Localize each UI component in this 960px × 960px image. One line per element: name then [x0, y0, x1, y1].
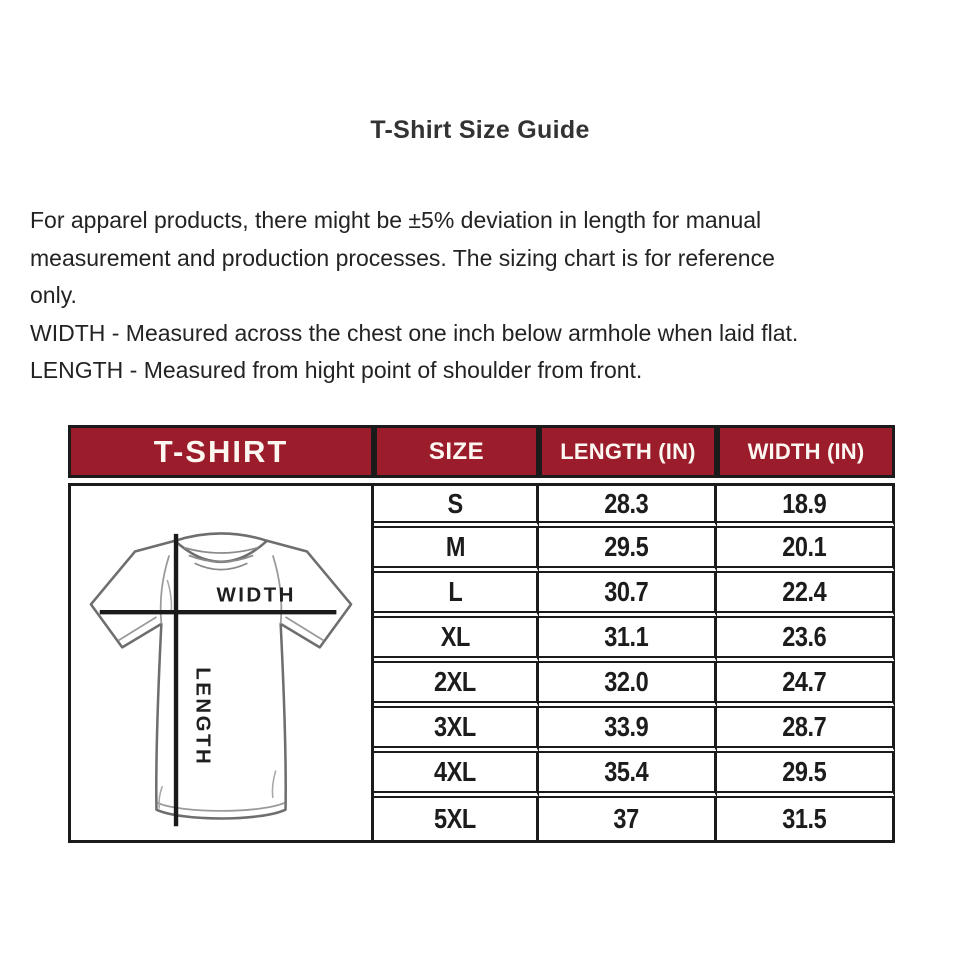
size-cell: XL [374, 618, 539, 663]
tshirt-outline [89, 532, 353, 820]
size-cell: S [374, 483, 539, 528]
size-cell: M [374, 528, 539, 573]
length-cell: 30.7 [539, 573, 717, 618]
length-cell: 29.5 [539, 528, 717, 573]
length-definition-line: LENGTH - Measured from hight point of sh… [30, 357, 643, 383]
wrinkle-marks [158, 579, 277, 809]
length-cell: 32.0 [539, 663, 717, 708]
tshirt-diagram-cell: WIDTH LENGTH [68, 483, 374, 843]
length-cell: 35.4 [539, 753, 717, 798]
intro-line: For apparel products, there might be ±5%… [30, 207, 762, 233]
table-header-length: LENGTH (IN) [539, 425, 717, 478]
tshirt-diagram: WIDTH LENGTH [89, 532, 353, 827]
width-cell: 28.7 [717, 708, 895, 753]
size-cell: L [374, 573, 539, 618]
table-header-width: WIDTH (IN) [717, 425, 895, 478]
page-title: T-Shirt Size Guide [370, 116, 590, 144]
armhole-seams [159, 555, 283, 624]
width-cell: 29.5 [717, 753, 895, 798]
size-cell: 3XL [374, 708, 539, 753]
size-cell: 4XL [374, 753, 539, 798]
intro-line: only. [30, 282, 77, 308]
width-cell: 22.4 [717, 573, 895, 618]
intro-line: measurement and production processes. Th… [30, 244, 775, 271]
table-header-size: SIZE [374, 425, 539, 478]
product-label: T-SHIRT [153, 433, 289, 469]
width-definition-line: WIDTH - Measured across the chest one in… [30, 319, 799, 346]
sleeve-hems [117, 616, 325, 642]
hem-stitch [157, 802, 285, 812]
size-column-header: SIZE [428, 437, 485, 465]
length-cell: 28.3 [539, 483, 717, 528]
width-label: WIDTH [216, 583, 295, 606]
width-cell: 31.5 [717, 798, 895, 843]
size-cell: 5XL [374, 798, 539, 843]
intro-text: For apparel products, there might be ±5%… [30, 202, 940, 390]
length-cell: 31.1 [539, 618, 717, 663]
length-cell: 33.9 [539, 708, 717, 753]
size-chart-table: T-SHIRT SIZE LENGTH (IN) WIDTH (IN) [68, 425, 895, 843]
width-cell: 20.1 [717, 528, 895, 573]
width-cell: 18.9 [717, 483, 895, 528]
width-column-header: WIDTH (IN) [747, 438, 865, 464]
length-cell: 37 [539, 798, 717, 843]
width-cell: 23.6 [717, 618, 895, 663]
length-column-header: LENGTH (IN) [560, 438, 696, 464]
length-label: LENGTH [192, 667, 215, 766]
collar-ribbing [183, 546, 259, 571]
width-cell: 24.7 [717, 663, 895, 708]
table-header-product: T-SHIRT [68, 425, 374, 478]
size-cell: 2XL [374, 663, 539, 708]
